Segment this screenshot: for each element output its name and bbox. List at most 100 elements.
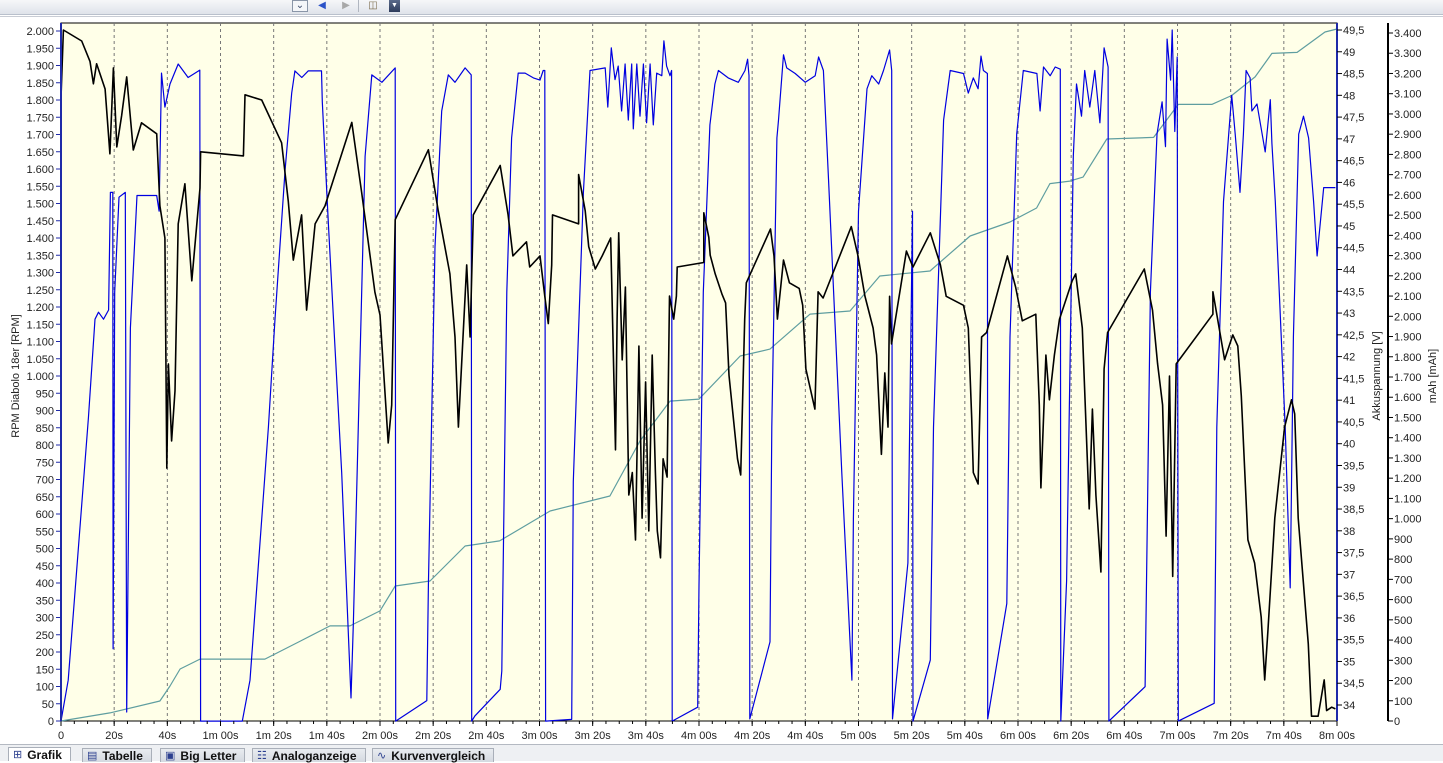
voltage-tick-label: 48 <box>1343 90 1355 102</box>
curve-compare-icon: ∿ <box>377 750 387 762</box>
tab-bar: ⊞ Grafik ▤ Tabelle ▣ Big Letter ☷ Analog… <box>0 744 1443 763</box>
left-tick-label: 350 <box>36 595 54 607</box>
tab-tabelle[interactable]: ▤ Tabelle <box>82 748 152 763</box>
chart-icon: ⊞ <box>13 749 23 761</box>
back-arrow-icon[interactable]: ◀ <box>318 0 326 11</box>
voltage-tick-label: 43,5 <box>1343 286 1364 298</box>
x-tick-label: 5m 20s <box>894 730 931 742</box>
left-axis-title: RPM Diabolo 18er [RPM] <box>10 314 22 438</box>
voltage-tick-label: 47,5 <box>1343 112 1364 124</box>
left-tick-label: 0 <box>48 716 54 728</box>
tab-analoganzeige[interactable]: ☷ Analoganzeige <box>252 748 366 763</box>
x-tick-label: 2m 00s <box>362 730 399 742</box>
voltage-tick-label: 34 <box>1343 700 1355 712</box>
big-letter-icon: ▣ <box>165 750 176 762</box>
x-tick-label: 1m 00s <box>202 730 239 742</box>
left-tick-label: 1.650 <box>26 147 54 159</box>
mah-tick-label: 400 <box>1394 635 1412 647</box>
clipboard-icon[interactable]: ◫ <box>368 0 378 11</box>
voltage-tick-label: 36,5 <box>1343 591 1364 603</box>
voltage-tick-label: 41,5 <box>1343 373 1364 385</box>
mah-tick-label: 2.800 <box>1394 149 1422 161</box>
voltage-tick-label: 42,5 <box>1343 330 1364 342</box>
mah-tick-label: 3.000 <box>1394 109 1422 121</box>
x-tick-label: 7m 20s <box>1213 730 1250 742</box>
tab-label: Grafik <box>27 747 62 762</box>
x-tick-label: 40s <box>158 730 176 742</box>
left-tick-label: 800 <box>36 440 54 452</box>
left-tick-label: 1.000 <box>26 371 54 383</box>
forward-arrow-icon[interactable]: ▶ <box>342 0 350 11</box>
voltage-tick-label: 48,5 <box>1343 69 1364 81</box>
left-tick-label: 1.300 <box>26 268 54 280</box>
mah-tick-label: 1.000 <box>1394 514 1422 526</box>
x-tick-label: 8m 00s <box>1319 730 1356 742</box>
left-tick-label: 1.200 <box>26 302 54 314</box>
left-tick-label: 1.850 <box>26 78 54 90</box>
toolbar-separator <box>358 0 359 12</box>
mah-tick-label: 3.400 <box>1394 28 1422 40</box>
mah-tick-label: 2.600 <box>1394 190 1422 202</box>
voltage-tick-label: 45,5 <box>1343 199 1364 211</box>
mah-tick-label: 1.900 <box>1394 332 1422 344</box>
mah-tick-label: 3.100 <box>1394 89 1422 101</box>
voltage-axis-title: Akkuspannung [V] <box>1371 331 1383 420</box>
left-tick-label: 1.700 <box>26 130 54 142</box>
tab-label: Big Letter <box>180 748 237 763</box>
x-tick-label: 3m 40s <box>628 730 665 742</box>
left-tick-label: 1.550 <box>26 181 54 193</box>
tab-big-letter[interactable]: ▣ Big Letter <box>160 748 246 763</box>
x-tick-label: 4m 00s <box>681 730 718 742</box>
left-tick-label: 500 <box>36 544 54 556</box>
left-tick-label: 550 <box>36 526 54 538</box>
x-tick-label: 1m 20s <box>256 730 293 742</box>
left-tick-label: 450 <box>36 561 54 573</box>
tab-label: Kurvenvergleich <box>391 748 486 763</box>
chevron-down-icon[interactable]: ⌄ <box>292 0 308 12</box>
mah-tick-label: 2.000 <box>1394 311 1422 323</box>
mah-tick-label: 1.500 <box>1394 412 1422 424</box>
left-tick-label: 1.750 <box>26 112 54 124</box>
x-tick-label: 5m 00s <box>840 730 877 742</box>
mah-tick-label: 1.600 <box>1394 392 1422 404</box>
voltage-tick-label: 42 <box>1343 352 1355 364</box>
mah-tick-label: 700 <box>1394 574 1412 586</box>
x-tick-label: 20s <box>105 730 123 742</box>
mah-tick-label: 0 <box>1394 716 1400 728</box>
mah-tick-label: 1.100 <box>1394 493 1422 505</box>
left-tick-label: 1.100 <box>26 337 54 349</box>
mah-tick-label: 2.200 <box>1394 271 1422 283</box>
series-line-right_mah <box>60 28 1338 722</box>
x-tick-label: 7m 40s <box>1266 730 1303 742</box>
voltage-tick-label: 49 <box>1343 47 1355 59</box>
voltage-tick-label: 43 <box>1343 308 1355 320</box>
series-line-right_voltage <box>60 29 1336 722</box>
dropdown-arrow-icon[interactable]: ▼ <box>389 0 400 12</box>
mah-tick-label: 100 <box>1394 696 1412 708</box>
x-tick-label: 6m 00s <box>1000 730 1037 742</box>
voltage-tick-label: 46 <box>1343 177 1355 189</box>
x-tick-label: 6m 20s <box>1053 730 1090 742</box>
voltage-tick-label: 39 <box>1343 482 1355 494</box>
left-tick-label: 600 <box>36 509 54 521</box>
left-tick-label: 1.250 <box>26 285 54 297</box>
left-tick-label: 300 <box>36 613 54 625</box>
x-tick-label: 2m 40s <box>468 730 505 742</box>
tab-kurvenvergleich[interactable]: ∿ Kurvenvergleich <box>372 748 495 763</box>
tab-label: Tabelle <box>102 748 143 763</box>
left-tick-label: 50 <box>42 699 54 711</box>
voltage-tick-label: 47 <box>1343 134 1355 146</box>
mah-tick-label: 1.200 <box>1394 473 1422 485</box>
x-tick-label: 7m 00s <box>1159 730 1196 742</box>
chart-frame: 0 20s 40s 1m 00s 1m 20s 1m 40s 2m 00s 2m 20s 2m … <box>0 16 1443 745</box>
tab-grafik[interactable]: ⊞ Grafik <box>8 747 71 762</box>
x-tick-label: 6m 40s <box>1106 730 1143 742</box>
voltage-tick-label: 37 <box>1343 569 1355 581</box>
mah-tick-label: 3.200 <box>1394 68 1422 80</box>
left-tick-label: 1.900 <box>26 61 54 73</box>
left-tick-label: 1.450 <box>26 216 54 228</box>
mah-tick-label: 3.300 <box>1394 48 1422 60</box>
voltage-tick-label: 40,5 <box>1343 417 1364 429</box>
left-tick-label: 1.150 <box>26 319 54 331</box>
voltage-tick-label: 44,5 <box>1343 243 1364 255</box>
